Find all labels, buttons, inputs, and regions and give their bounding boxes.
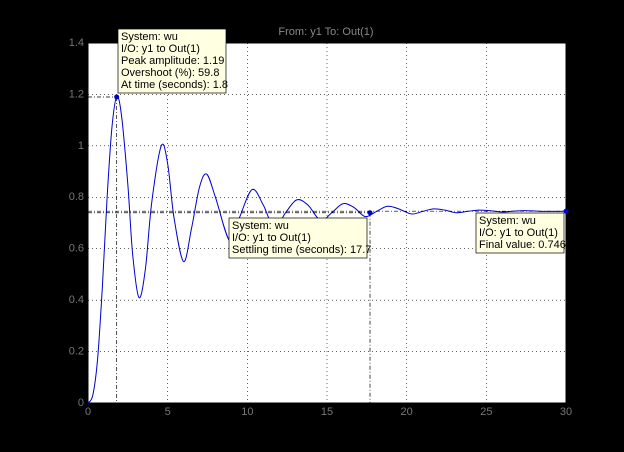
datatip-text: System: wu [479,215,536,227]
datatip-marker [563,208,569,214]
y-tick-label: 0.8 [69,191,84,203]
x-tick-label: 5 [165,406,171,418]
y-tick-label: 0.4 [69,294,84,306]
datatip-text: I/O: y1 to Out(1) [232,232,311,244]
y-tick-label: 1.4 [69,37,84,49]
datatip-text: System: wu [232,220,289,232]
y-tick-label: 1.2 [69,88,84,100]
datatip-text: Final value: 0.746 [479,239,566,251]
datatip-text: System: wu [121,31,178,43]
x-tick-label: 10 [241,406,253,418]
x-tick-label: 25 [480,406,492,418]
datatip-text: I/O: y1 to Out(1) [479,227,558,239]
datatip-text: Settling time (seconds): 17.7 [232,244,371,256]
x-tick-label: 20 [401,406,413,418]
y-tick-label: 0.2 [69,345,84,357]
datatip-box [228,217,368,259]
datatip-box [475,212,565,254]
datatip-marker [114,94,120,100]
datatip-text: Peak amplitude: 1.19 [121,55,224,67]
x-tick-label: 15 [321,406,333,418]
y-tick-label: 1 [78,140,84,152]
y-tick-label: 0 [78,397,84,409]
chart-title: From: y1 To: Out(1) [278,26,373,38]
y-tick-label: 0.6 [69,243,84,255]
datatip-text: At time (seconds): 1.8 [121,79,228,91]
datatip-text: Overshoot (%): 59.8 [121,67,219,79]
datatip-box [117,28,227,94]
x-tick-label: 30 [560,406,572,418]
x-tick-label: 0 [85,406,91,418]
datatip-text: I/O: y1 to Out(1) [121,43,200,55]
